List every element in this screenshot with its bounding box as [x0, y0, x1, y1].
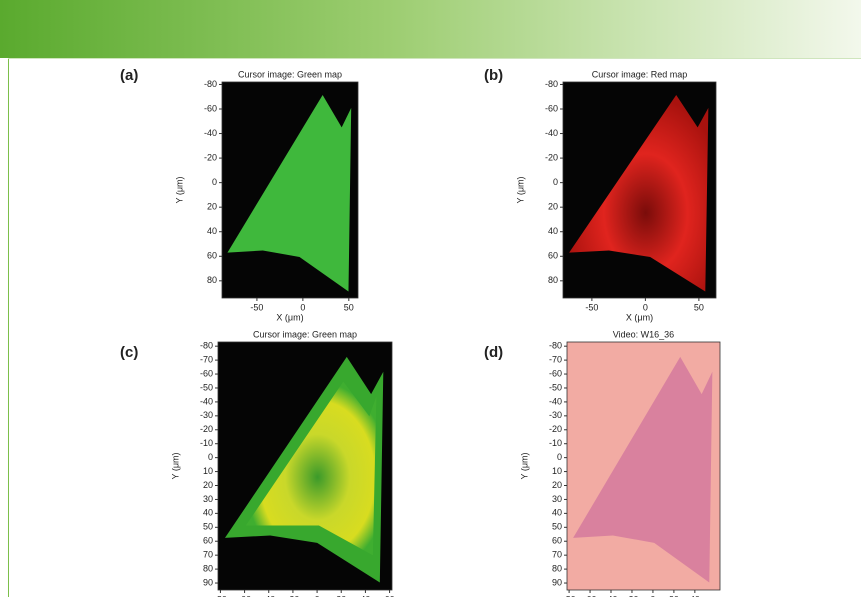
y-tick-label: 60 — [203, 536, 213, 546]
x-tick-label: -50 — [585, 302, 598, 312]
y-axis-label: Y (μm) — [170, 452, 180, 479]
panel-title: Cursor image: Green map — [238, 69, 342, 79]
y-tick-label: -70 — [549, 354, 562, 364]
y-tick-label: 90 — [203, 577, 213, 587]
y-tick-label: 20 — [552, 480, 562, 490]
y-tick-label: -20 — [200, 424, 213, 434]
y-tick-label: -40 — [545, 128, 558, 138]
y-axis-label: Y (μm) — [519, 452, 529, 479]
figure: (a) Cursor image: Green map -50 0 50 -80 -60 -4… — [0, 0, 861, 597]
y-tick-label: -60 — [545, 103, 558, 113]
y-tick-label: 20 — [207, 202, 217, 212]
y-tick-label: -80 — [545, 79, 558, 89]
y-tick-label: -20 — [549, 424, 562, 434]
y-tick-label: 40 — [552, 508, 562, 518]
y-tick-label: -10 — [200, 438, 213, 448]
panel-label: (d) — [484, 344, 503, 361]
x-tick-label: 0 — [643, 302, 648, 312]
y-tick-label: 40 — [207, 226, 217, 236]
y-tick-label: 10 — [203, 466, 213, 476]
y-tick-label: 80 — [548, 275, 558, 285]
x-tick-label: 0 — [300, 302, 305, 312]
y-tick-label: 60 — [548, 251, 558, 261]
y-tick-label: -70 — [200, 354, 213, 364]
y-tick-label: 0 — [208, 452, 213, 462]
panel-label: (a) — [120, 67, 138, 84]
y-tick-label: 20 — [203, 480, 213, 490]
y-tick-label: 70 — [552, 550, 562, 560]
y-tick-label: -80 — [200, 341, 213, 351]
y-tick-label: 0 — [212, 177, 217, 187]
y-tick-label: -30 — [200, 410, 213, 420]
panel-title: Cursor image: Red map — [592, 69, 688, 79]
y-tick-label: -30 — [549, 410, 562, 420]
y-tick-label: 40 — [548, 226, 558, 236]
y-tick-label: -40 — [200, 396, 213, 406]
y-tick-label: -50 — [549, 382, 562, 392]
y-tick-label: 80 — [207, 275, 217, 285]
y-tick-label: -60 — [549, 368, 562, 378]
y-tick-label: 60 — [552, 536, 562, 546]
y-tick-label: 40 — [203, 508, 213, 518]
y-tick-label: 80 — [203, 563, 213, 573]
y-tick-label: -80 — [204, 79, 217, 89]
y-tick-label: 70 — [203, 550, 213, 560]
y-tick-label: 50 — [203, 522, 213, 532]
y-tick-label: -60 — [200, 368, 213, 378]
header-bar — [0, 0, 861, 58]
y-tick-label: -10 — [549, 438, 562, 448]
x-axis-label: X (μm) — [276, 312, 303, 322]
y-tick-label: 80 — [552, 563, 562, 573]
y-axis-label: Y (μm) — [174, 176, 184, 203]
y-tick-label: 0 — [553, 177, 558, 187]
y-tick-label: -50 — [200, 382, 213, 392]
x-tick-label: 50 — [694, 302, 704, 312]
y-tick-label: 50 — [552, 522, 562, 532]
y-tick-label: 10 — [552, 466, 562, 476]
y-tick-label: -20 — [204, 152, 217, 162]
x-axis-label: X (μm) — [626, 312, 653, 322]
y-tick-label: 30 — [552, 494, 562, 504]
y-tick-label: 60 — [207, 251, 217, 261]
panel-label: (b) — [484, 67, 503, 84]
y-tick-label: 20 — [548, 202, 558, 212]
y-tick-label: 0 — [557, 452, 562, 462]
panel-label: (c) — [120, 344, 138, 361]
y-tick-label: 90 — [552, 577, 562, 587]
y-tick-label: -40 — [549, 396, 562, 406]
y-tick-label: -20 — [545, 152, 558, 162]
x-tick-label: -50 — [250, 302, 263, 312]
y-tick-label: -80 — [549, 341, 562, 351]
panel-title: Cursor image: Green map — [253, 329, 357, 339]
x-tick-label: 50 — [344, 302, 354, 312]
y-axis-label: Y (μm) — [515, 176, 525, 203]
y-tick-label: 30 — [203, 494, 213, 504]
y-tick-label: -40 — [204, 128, 217, 138]
panel-title: Video: W16_36 — [613, 329, 674, 339]
y-tick-label: -60 — [204, 103, 217, 113]
